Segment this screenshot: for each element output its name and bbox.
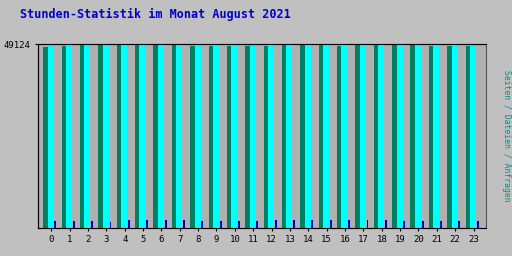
Bar [190, 46, 196, 228]
Bar [360, 44, 366, 228]
Bar [458, 221, 460, 228]
Bar [73, 221, 75, 228]
Bar [422, 221, 423, 228]
Bar [110, 222, 112, 228]
Bar [318, 45, 325, 228]
Bar [374, 45, 380, 228]
Bar [245, 46, 251, 228]
Bar [392, 45, 398, 228]
Bar [84, 45, 91, 228]
Bar [342, 45, 348, 228]
Bar [477, 221, 479, 228]
Bar [330, 220, 332, 228]
Bar [213, 45, 219, 228]
Bar [98, 45, 104, 228]
Bar [305, 45, 311, 228]
Bar [121, 44, 127, 228]
Bar [367, 220, 369, 228]
Bar [264, 46, 270, 228]
Bar [103, 45, 109, 228]
Bar [268, 45, 274, 228]
Bar [429, 46, 435, 228]
Bar [452, 45, 458, 228]
Bar [323, 45, 329, 228]
Bar [337, 46, 343, 228]
Bar [311, 220, 313, 228]
Bar [231, 45, 238, 228]
Bar [348, 220, 350, 228]
Bar [220, 221, 222, 228]
Bar [415, 45, 421, 228]
Bar [355, 45, 361, 228]
Bar [396, 44, 402, 228]
Bar [238, 221, 240, 228]
Bar [61, 46, 68, 228]
Bar [128, 220, 130, 228]
Bar [227, 46, 233, 228]
Bar [208, 46, 215, 228]
Bar [146, 220, 148, 228]
Bar [250, 46, 255, 228]
Bar [195, 45, 201, 228]
Bar [385, 220, 387, 228]
Bar [403, 221, 405, 228]
Bar [158, 44, 164, 228]
Bar [282, 45, 288, 228]
Text: Stunden-Statistik im Monat August 2021: Stunden-Statistik im Monat August 2021 [20, 8, 291, 21]
Bar [286, 45, 292, 228]
Bar [440, 221, 442, 228]
Bar [48, 46, 54, 228]
Bar [470, 46, 476, 228]
Bar [411, 45, 417, 228]
Bar [433, 45, 439, 228]
Text: Seiten / Dateien / Anfragen: Seiten / Dateien / Anfragen [502, 70, 511, 201]
Bar [301, 45, 306, 228]
Bar [91, 221, 93, 228]
Bar [154, 45, 160, 228]
Bar [172, 45, 178, 228]
Bar [44, 47, 49, 228]
Bar [275, 220, 276, 228]
Bar [176, 44, 182, 228]
Bar [378, 44, 384, 228]
Bar [257, 221, 259, 228]
Bar [117, 45, 123, 228]
Bar [164, 220, 166, 228]
Bar [135, 45, 141, 228]
Bar [447, 46, 453, 228]
Bar [66, 45, 72, 228]
Bar [293, 220, 295, 228]
Bar [201, 221, 203, 228]
Bar [139, 44, 145, 228]
Bar [54, 221, 56, 228]
Bar [465, 46, 472, 228]
Bar [183, 220, 185, 228]
Bar [80, 45, 86, 228]
